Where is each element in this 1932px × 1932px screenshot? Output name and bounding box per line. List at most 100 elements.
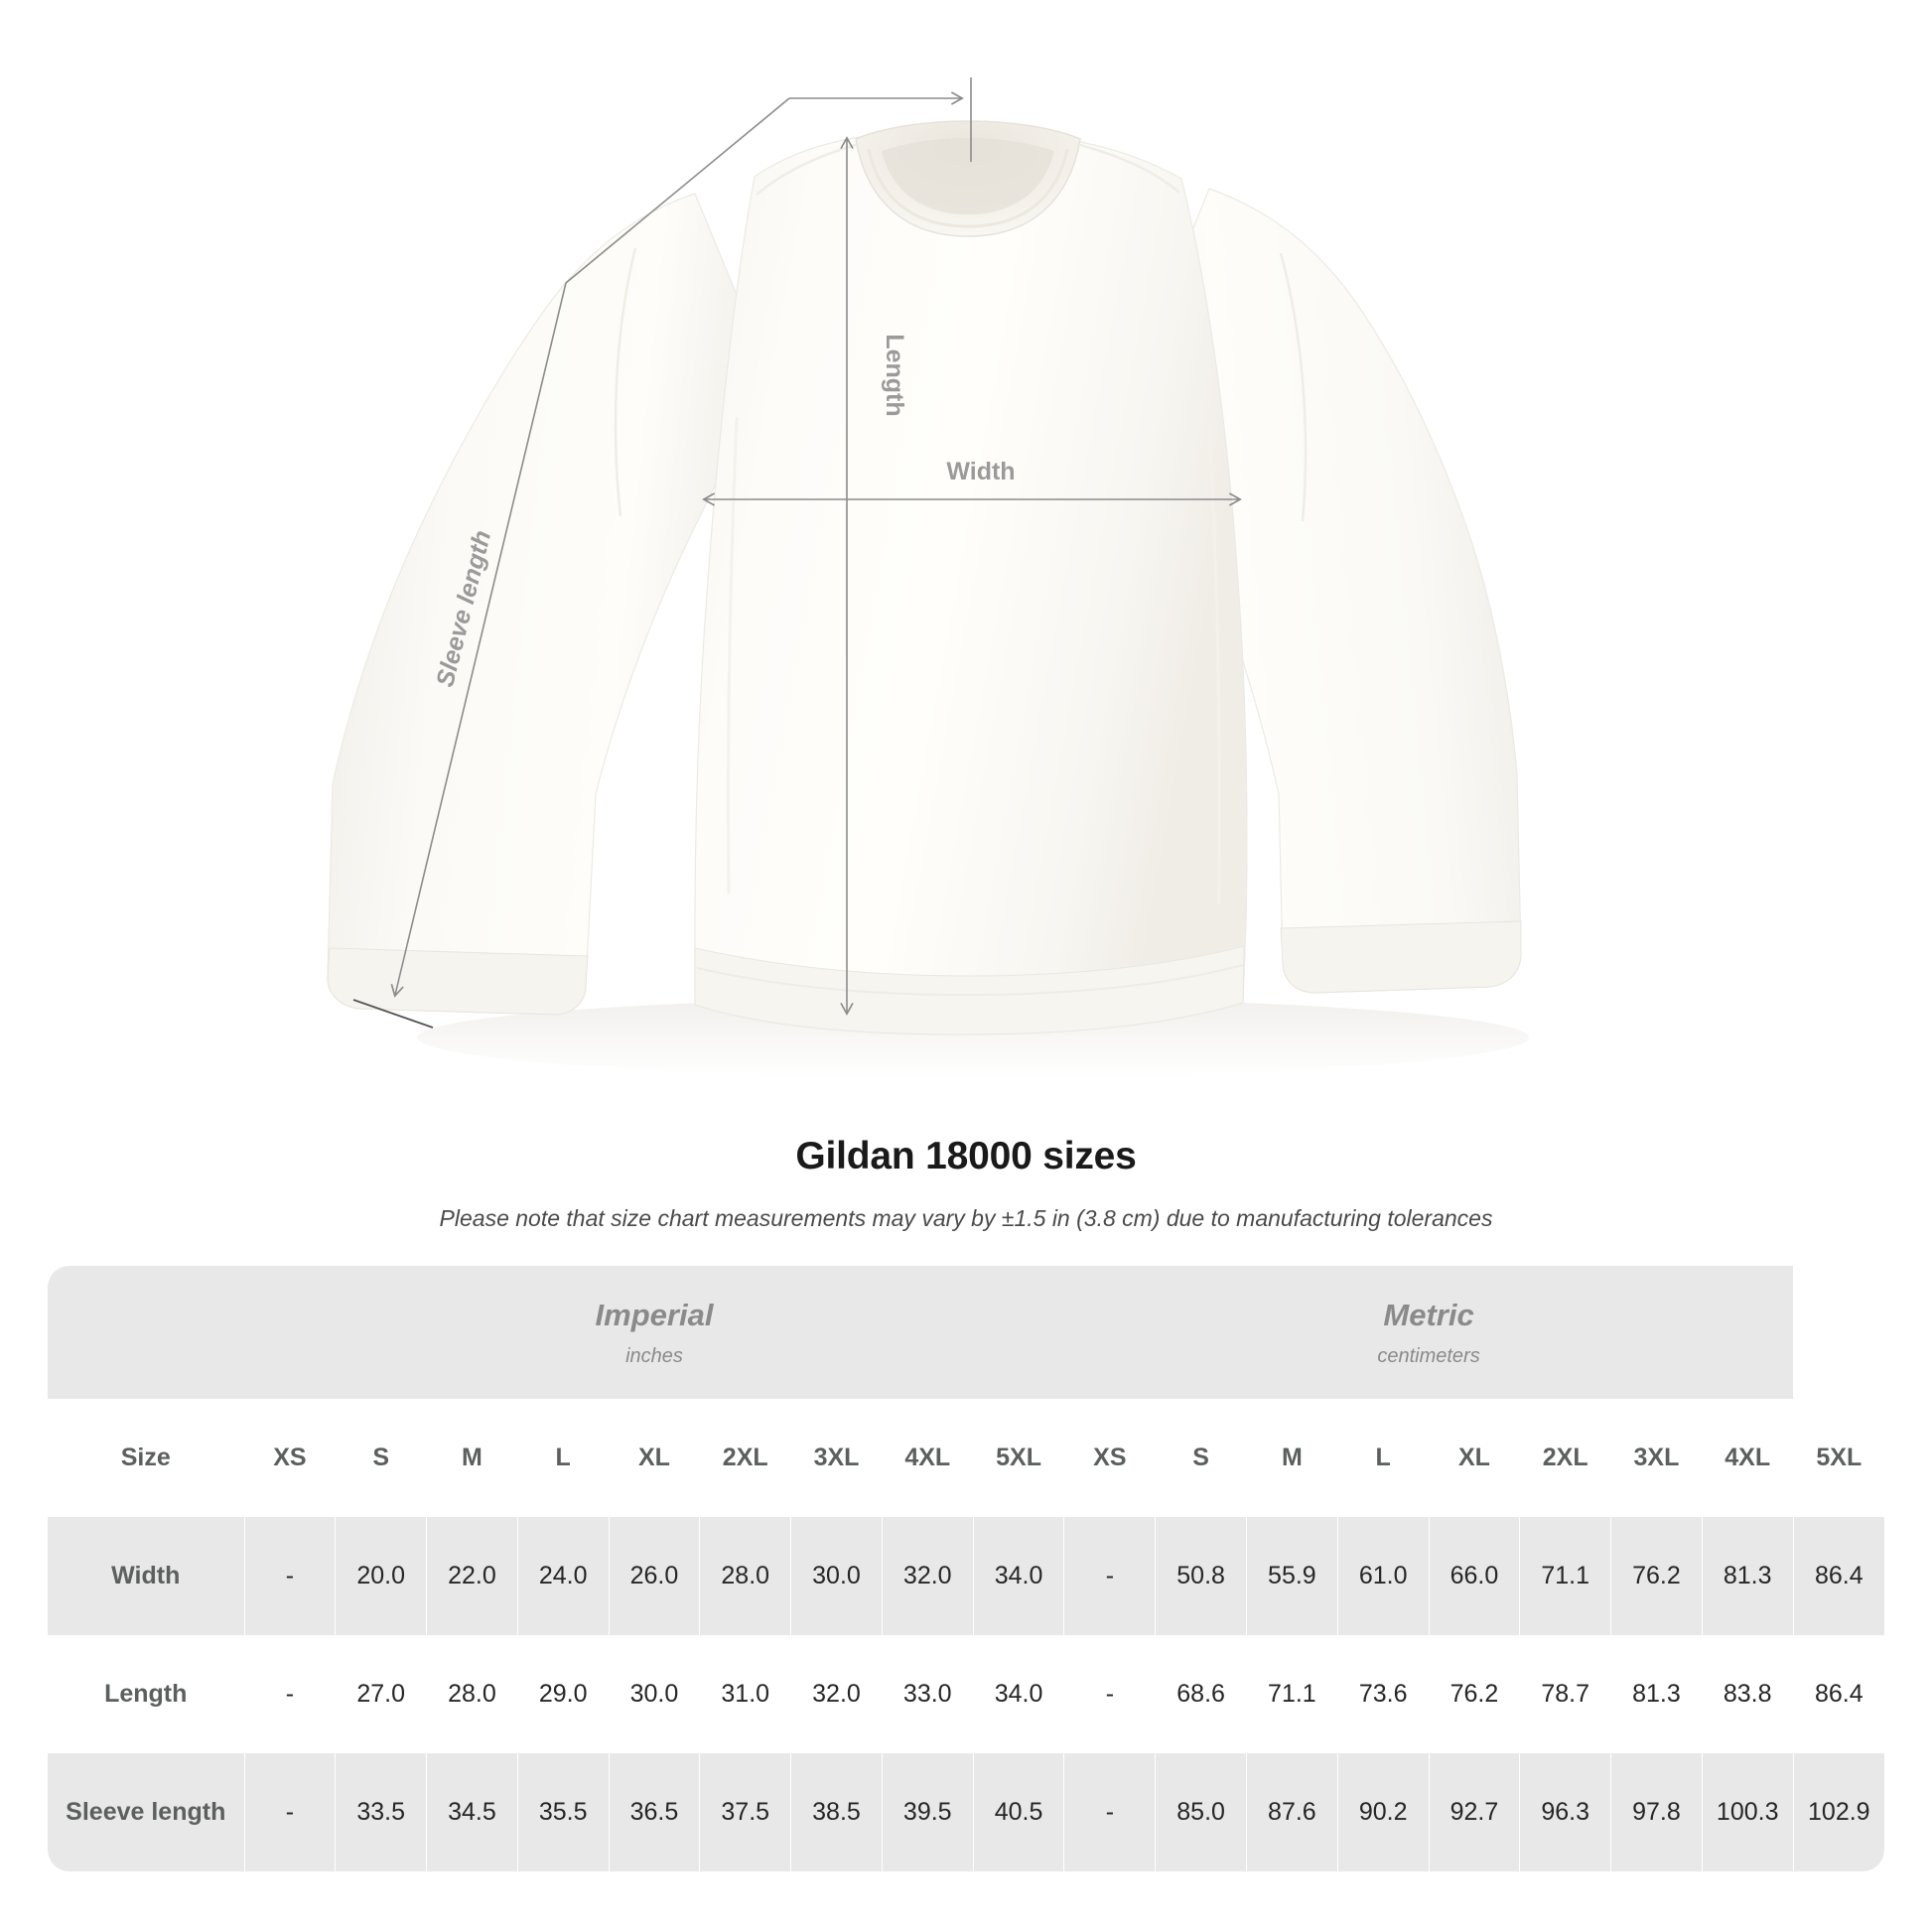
length-label: Length — [881, 334, 908, 416]
cell-length-imp-6: 32.0 — [790, 1635, 883, 1753]
right-sleeve-seam — [1279, 252, 1308, 522]
size-table-container: Imperial inches Metric centimeters Size … — [48, 1266, 1884, 1871]
header-size-imp-4: XL — [608, 1399, 701, 1517]
header-size-met-3: L — [1336, 1399, 1430, 1517]
cell-sleeve-met-0: - — [1063, 1753, 1157, 1871]
cell-sleeve-imp-3: 35.5 — [516, 1753, 610, 1871]
garment-illustration: Length Width Sleeve length — [327, 77, 1529, 1077]
header-size-imp-3: L — [516, 1399, 610, 1517]
left-cuff — [327, 947, 589, 1016]
cell-sleeve-met-7: 100.3 — [1701, 1753, 1794, 1871]
cell-sleeve-met-2: 87.6 — [1246, 1753, 1338, 1871]
table-row: Width - 20.0 22.0 24.0 26.0 28.0 30.0 32… — [48, 1517, 1884, 1635]
cell-width-imp-6: 30.0 — [790, 1517, 883, 1635]
cell-length-imp-5: 31.0 — [699, 1635, 792, 1753]
header-size-imp-1: S — [335, 1399, 428, 1517]
table-header-row: Size XS S M L XL 2XL 3XL 4XL 5XL XS S M … — [48, 1399, 1884, 1517]
unit-group-imperial: Imperial inches — [244, 1266, 1064, 1399]
row-label-sleeve-length: Sleeve length — [48, 1753, 245, 1871]
cell-length-imp-4: 30.0 — [608, 1635, 701, 1753]
cell-sleeve-met-4: 92.7 — [1428, 1753, 1521, 1871]
right-shoulder-seam — [1079, 143, 1180, 194]
header-size-met-7: 4XL — [1701, 1399, 1794, 1517]
page-title: Gildan 18000 sizes — [795, 1135, 1137, 1177]
sleeve-bottom-tick — [352, 999, 434, 1029]
body-fold-left — [726, 416, 739, 895]
header-size-imp-7: 4XL — [881, 1399, 974, 1517]
unit-group-metric: Metric centimeters — [1063, 1266, 1794, 1399]
size-table: Imperial inches Metric centimeters Size … — [48, 1266, 1884, 1871]
header-size-met-1: S — [1155, 1399, 1247, 1517]
cell-length-imp-1: 27.0 — [335, 1635, 428, 1753]
cell-length-met-7: 83.8 — [1701, 1635, 1794, 1753]
unit-name-imperial: Imperial — [595, 1298, 714, 1333]
cell-length-met-4: 76.2 — [1428, 1635, 1521, 1753]
left-sleeve-seam — [614, 247, 637, 517]
cell-width-imp-8: 34.0 — [972, 1517, 1065, 1635]
header-size-label: Size — [48, 1399, 245, 1517]
cell-length-met-1: 68.6 — [1155, 1635, 1247, 1753]
cell-sleeve-imp-2: 34.5 — [426, 1753, 518, 1871]
header-size-met-4: XL — [1428, 1399, 1521, 1517]
row-label-length: Length — [48, 1635, 245, 1753]
cell-width-imp-1: 20.0 — [335, 1517, 428, 1635]
cell-sleeve-imp-5: 37.5 — [699, 1753, 792, 1871]
title-block: Gildan 18000 sizes Please note that size… — [0, 1134, 1932, 1234]
collar-rib — [867, 148, 1069, 228]
cell-width-imp-2: 22.0 — [426, 1517, 518, 1635]
cell-sleeve-imp-0: - — [243, 1753, 337, 1871]
cell-length-imp-0: - — [243, 1635, 337, 1753]
header-size-imp-2: M — [426, 1399, 518, 1517]
cell-length-imp-3: 29.0 — [516, 1635, 610, 1753]
cell-width-imp-4: 26.0 — [608, 1517, 701, 1635]
cell-width-met-2: 55.9 — [1246, 1517, 1338, 1635]
header-size-imp-8: 5XL — [972, 1399, 1065, 1517]
cell-length-met-2: 71.1 — [1246, 1635, 1338, 1753]
header-size-met-6: 3XL — [1610, 1399, 1703, 1517]
cell-width-imp-5: 28.0 — [699, 1517, 792, 1635]
table-row: Length - 27.0 28.0 29.0 30.0 31.0 32.0 3… — [48, 1635, 1884, 1753]
cell-width-met-6: 76.2 — [1610, 1517, 1703, 1635]
bottom-hem — [694, 945, 1245, 1035]
cell-length-met-8: 86.4 — [1792, 1635, 1884, 1753]
garment-body — [694, 130, 1248, 1035]
hem-stitch — [696, 964, 1244, 997]
cell-length-imp-8: 34.0 — [972, 1635, 1065, 1753]
cell-width-imp-0: - — [243, 1517, 337, 1635]
cell-sleeve-imp-8: 40.5 — [972, 1753, 1065, 1871]
cell-width-met-8: 86.4 — [1792, 1517, 1884, 1635]
cell-sleeve-imp-4: 36.5 — [608, 1753, 701, 1871]
cell-length-met-0: - — [1063, 1635, 1157, 1753]
cell-length-met-3: 73.6 — [1336, 1635, 1430, 1753]
cell-width-met-3: 61.0 — [1336, 1517, 1430, 1635]
header-size-met-5: 2XL — [1519, 1399, 1612, 1517]
cell-width-met-5: 71.1 — [1519, 1517, 1612, 1635]
header-size-imp-0: XS — [243, 1399, 337, 1517]
header-size-met-8: 5XL — [1792, 1399, 1884, 1517]
cell-width-met-4: 66.0 — [1428, 1517, 1521, 1635]
cell-width-met-1: 50.8 — [1155, 1517, 1247, 1635]
width-label: Width — [946, 458, 1015, 485]
cell-length-imp-7: 33.0 — [881, 1635, 974, 1753]
sleeve-length-line — [390, 97, 790, 998]
sweatshirt-diagram: Length Width Sleeve length — [327, 77, 1529, 1077]
cell-sleeve-met-3: 90.2 — [1336, 1753, 1430, 1871]
unit-sub-imperial: inches — [625, 1344, 683, 1367]
garment-shadow — [417, 998, 1529, 1077]
cell-sleeve-imp-7: 39.5 — [881, 1753, 974, 1871]
header-size-imp-6: 3XL — [790, 1399, 883, 1517]
cell-length-met-6: 81.3 — [1610, 1635, 1703, 1753]
unit-band-spacer — [48, 1266, 245, 1399]
collar-inner-shadow — [882, 138, 1054, 214]
cell-length-met-5: 78.7 — [1519, 1635, 1612, 1753]
table-row: Sleeve length - 33.5 34.5 35.5 36.5 37.5… — [48, 1753, 1884, 1871]
tolerance-note: Please note that size chart measurements… — [439, 1204, 1493, 1231]
cell-length-imp-2: 28.0 — [426, 1635, 518, 1753]
cell-sleeve-met-8: 102.9 — [1792, 1753, 1884, 1871]
body-fold-right — [1207, 426, 1222, 904]
cell-sleeve-met-1: 85.0 — [1155, 1753, 1247, 1871]
unit-name-metric: Metric — [1383, 1298, 1474, 1333]
unit-sub-metric: centimeters — [1377, 1344, 1480, 1367]
cell-sleeve-imp-6: 38.5 — [790, 1753, 883, 1871]
